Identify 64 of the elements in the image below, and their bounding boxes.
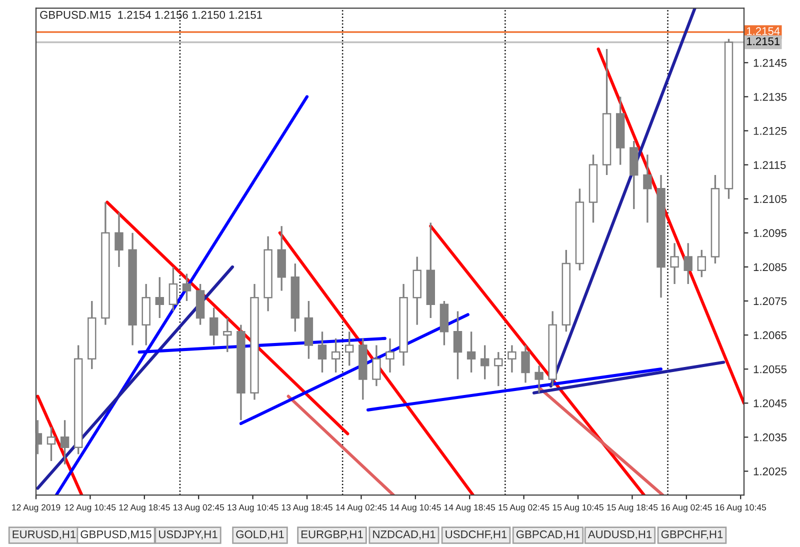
x-tick-label: 16 Aug 02:45 [661,504,712,512]
candlestick [223,317,232,353]
x-tick-label: 13 Aug 02:45 [173,504,224,512]
x-tick-label: 14 Aug 10:45 [390,504,441,512]
y-tick-label: 1.2025 [754,467,787,476]
candlestick [372,344,381,387]
candlestick [46,426,56,462]
candlestick [331,338,340,374]
y-tick-label: 1.2055 [754,365,787,374]
text: GBPCHF,H1 [661,530,723,540]
x-tick-label: 16 Aug 10:45 [715,504,766,512]
x-tick-label: 13 Aug 18:45 [282,504,332,512]
candlestick [345,330,354,367]
text: GOLD,H1 [236,530,284,540]
candlestick [466,330,476,374]
y-tick-label: 1.2125 [754,127,787,135]
text: GBPUSD,M15 [80,530,152,540]
x-tick-label: 15 Aug 18:45 [607,504,658,512]
candlestick [534,364,544,394]
candlestick [209,306,218,346]
text: GBPCAD,H1 [516,530,580,540]
y-tick-label: 1.2045 [754,399,787,408]
ref-line-label: 1.2154 [746,27,780,36]
y-tick-label: 1.2115 [754,161,786,169]
candlestick [480,344,490,380]
candlestick [670,242,679,285]
ref-line-label: 1.2151 [746,37,780,46]
candlestick [643,154,652,224]
y-tick-label: 1.2145 [754,58,787,67]
x-tick-label: 14 Aug 02:45 [336,504,387,512]
candlestick [155,276,164,319]
x-tick-label: 15 Aug 10:45 [552,504,604,512]
candlestick [60,419,70,466]
x-tick-label: 12 Aug 2019 [12,504,60,512]
candlestick [114,212,124,268]
y-tick-label: 1.2085 [754,263,787,272]
candlestick [318,330,327,374]
x-tick-label: 14 Aug 18:45 [444,504,496,512]
candlestick [684,242,692,285]
x-tick-label: 12 Aug 18:45 [119,504,170,512]
y-tick-label: 1.2105 [754,195,787,203]
text: USDJPY,H1 [159,530,218,540]
text: EURUSD,H1 [12,530,76,540]
candlestick [386,338,394,374]
candlestick [521,344,530,384]
chart-title: GBPUSD.M15 1.2154 1.2156 1.2150 1.2151 [40,10,262,19]
candlestick [168,266,178,312]
y-tick-label: 1.2095 [754,229,787,238]
candlestick [453,310,462,380]
candlestick [697,249,706,278]
text: AUDUSD,H1 [588,530,652,540]
text: NZDCAD,H1 [373,530,436,540]
x-tick-label: 12 Aug 10:45 [65,504,116,512]
text: USDCHF,H1 [446,530,507,540]
y-tick-label: 1.2135 [754,92,787,101]
text: EURGBP,H1 [302,530,363,540]
candlestick [182,272,192,302]
y-tick-label: 1.2075 [754,297,787,306]
candlestick [494,351,503,387]
y-tick-label: 1.2035 [754,433,787,442]
candlestick [508,344,516,374]
x-tick-label: 15 Aug 02:45 [498,504,550,512]
y-tick-label: 1.2065 [754,331,787,340]
x-tick-label: 13 Aug 10:45 [228,504,278,512]
